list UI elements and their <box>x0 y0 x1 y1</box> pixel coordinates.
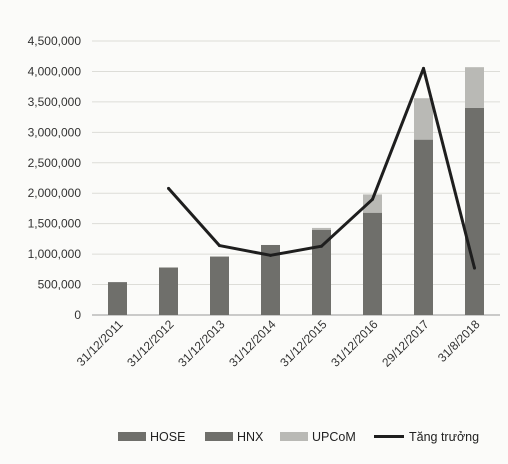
bar-upcom-6 <box>414 98 433 140</box>
x-tick-label: 31/12/2011 <box>74 317 126 369</box>
legend-swatch-upcom <box>280 432 308 441</box>
y-tick-label: 2,500,000 <box>28 156 82 170</box>
growth-point <box>422 66 425 70</box>
bar-upcom-5 <box>363 194 382 213</box>
bar-hose-4 <box>312 229 331 315</box>
x-tick-label: 31/12/2013 <box>175 317 228 370</box>
y-tick-label: 0 <box>74 308 81 322</box>
legend-label: UPCoM <box>312 430 356 444</box>
bar-hose-1 <box>159 267 178 315</box>
bar-hose-3 <box>261 244 280 315</box>
x-tick-label: 31/8/2018 <box>435 317 483 365</box>
y-tick-label: 2,000,000 <box>28 186 82 200</box>
growth-point <box>167 186 170 190</box>
x-tick-label: 31/12/2014 <box>226 317 279 370</box>
bars <box>108 67 484 315</box>
x-tick-label: 31/12/2016 <box>328 317 381 370</box>
legend: HOSE HNX UPCoM Tăng trưởng <box>118 430 479 444</box>
x-tick-label: 31/12/2012 <box>124 317 177 370</box>
bar-hose-0 <box>108 282 127 315</box>
y-tick-label: 4,000,000 <box>28 64 82 78</box>
y-tick-label: 4,500,000 <box>28 34 82 48</box>
gridlines <box>92 40 500 316</box>
growth-point <box>473 266 476 270</box>
legend-label: Tăng trưởng <box>409 430 479 444</box>
y-tick-label: 1,000,000 <box>28 247 82 261</box>
y-tick-label: 500,000 <box>38 278 82 292</box>
bar-hose-5 <box>363 212 382 315</box>
bar-upcom-7 <box>465 67 484 108</box>
legend-label: HOSE <box>150 430 185 444</box>
x-tick-label: 31/12/2015 <box>277 317 330 370</box>
x-tick-label: 29/12/2017 <box>379 317 432 370</box>
legend-swatch-hnx <box>205 432 233 441</box>
y-axis: 0 500,000 1,000,000 1,500,000 2,000,000 2,500… <box>28 34 82 322</box>
bar-hose-7 <box>465 107 484 315</box>
growth-point <box>218 244 221 248</box>
growth-point <box>269 253 272 257</box>
y-tick-label: 3,500,000 <box>28 95 82 109</box>
growth-line <box>167 66 476 270</box>
bar-hose-2 <box>210 256 229 315</box>
growth-point <box>371 197 374 201</box>
legend-label: HNX <box>237 430 264 444</box>
legend-swatch-hose <box>118 432 146 441</box>
bar-hose-6 <box>414 139 433 315</box>
y-tick-label: 1,500,000 <box>28 217 82 231</box>
x-axis: 31/12/201131/12/201231/12/201331/12/2014… <box>74 317 483 370</box>
bar-upcom-4 <box>312 227 331 230</box>
y-tick-label: 3,000,000 <box>28 125 82 139</box>
growth-point <box>320 244 323 248</box>
